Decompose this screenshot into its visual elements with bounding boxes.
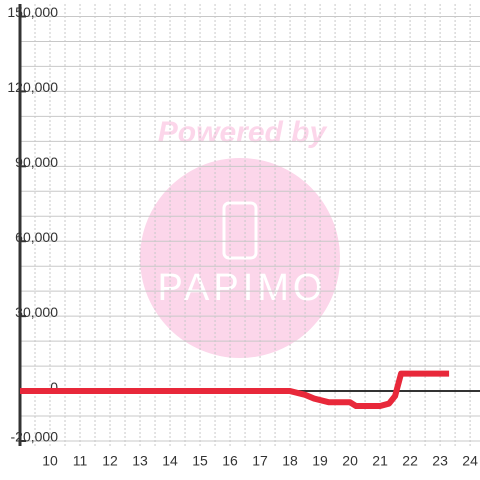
x-tick-label: 20 (342, 453, 358, 469)
x-tick-label: 21 (372, 453, 388, 469)
y-tick-label: 30,000 (15, 304, 58, 320)
y-tick-label: 150,000 (7, 4, 58, 20)
y-tick-label: 90,000 (15, 154, 58, 170)
watermark-text: Powered by (158, 116, 328, 149)
x-tick-label: 23 (432, 453, 448, 469)
watermark-icon (222, 201, 258, 260)
x-tick-label: 10 (42, 453, 58, 469)
x-tick-label: 11 (73, 453, 88, 469)
x-tick-label: 14 (162, 453, 178, 469)
x-tick-label: 13 (132, 453, 148, 469)
x-tick-label: 19 (312, 453, 328, 469)
x-tick-label: 18 (282, 453, 298, 469)
x-tick-label: 17 (252, 453, 268, 469)
data-line (20, 370, 450, 410)
watermark-logo: PAPIMO (158, 267, 327, 309)
y-tick-label: 120,000 (7, 79, 58, 95)
x-tick-label: 16 (222, 453, 238, 469)
x-tick-label: 12 (102, 453, 118, 469)
y-tick-label: 0 (50, 379, 58, 395)
y-tick-label: 60,000 (15, 229, 58, 245)
y-tick-label: -20,000 (11, 429, 59, 445)
x-tick-label: 22 (402, 453, 418, 469)
x-tick-label: 24 (462, 453, 478, 469)
x-tick-label: 15 (192, 453, 208, 469)
